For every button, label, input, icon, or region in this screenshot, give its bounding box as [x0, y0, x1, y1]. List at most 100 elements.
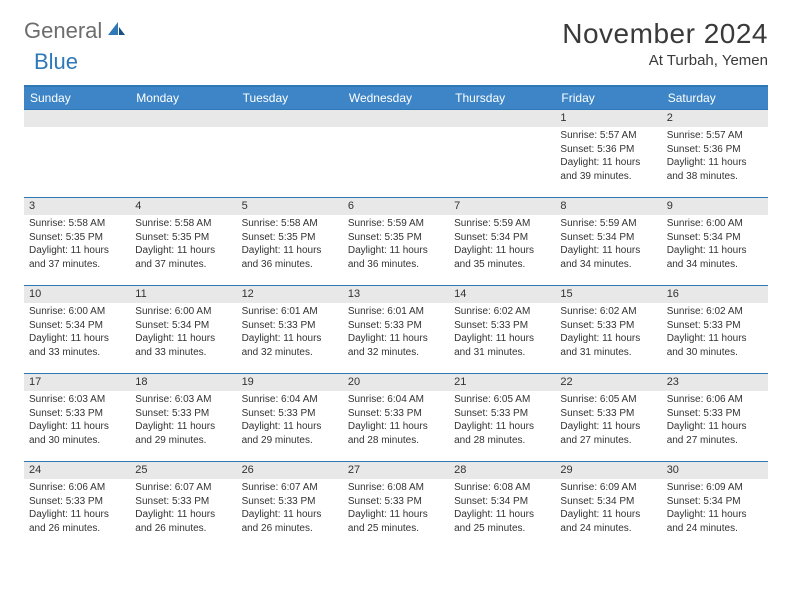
day-number: 23 — [662, 374, 768, 391]
day-details: Sunrise: 6:02 AMSunset: 5:33 PMDaylight:… — [449, 303, 555, 363]
day-details: Sunrise: 6:01 AMSunset: 5:33 PMDaylight:… — [343, 303, 449, 363]
day-details: Sunrise: 6:07 AMSunset: 5:33 PMDaylight:… — [130, 479, 236, 539]
calendar-cell — [449, 110, 555, 198]
calendar-week-row: 24Sunrise: 6:06 AMSunset: 5:33 PMDayligh… — [24, 462, 768, 550]
day-details: Sunrise: 6:08 AMSunset: 5:34 PMDaylight:… — [449, 479, 555, 539]
calendar-cell — [237, 110, 343, 198]
day-details: Sunrise: 6:07 AMSunset: 5:33 PMDaylight:… — [237, 479, 343, 539]
calendar-week-row: 17Sunrise: 6:03 AMSunset: 5:33 PMDayligh… — [24, 374, 768, 462]
day-number: 15 — [555, 286, 661, 303]
calendar-cell: 2Sunrise: 5:57 AMSunset: 5:36 PMDaylight… — [662, 110, 768, 198]
day-number: 17 — [24, 374, 130, 391]
calendar-cell: 9Sunrise: 6:00 AMSunset: 5:34 PMDaylight… — [662, 198, 768, 286]
calendar-table: SundayMondayTuesdayWednesdayThursdayFrid… — [24, 85, 768, 550]
calendar-cell: 26Sunrise: 6:07 AMSunset: 5:33 PMDayligh… — [237, 462, 343, 550]
day-number: 22 — [555, 374, 661, 391]
calendar-cell: 15Sunrise: 6:02 AMSunset: 5:33 PMDayligh… — [555, 286, 661, 374]
day-number: 16 — [662, 286, 768, 303]
day-number: 29 — [555, 462, 661, 479]
calendar-cell: 18Sunrise: 6:03 AMSunset: 5:33 PMDayligh… — [130, 374, 236, 462]
calendar-cell: 27Sunrise: 6:08 AMSunset: 5:33 PMDayligh… — [343, 462, 449, 550]
logo-text-general: General — [24, 18, 102, 44]
calendar-week-row: 3Sunrise: 5:58 AMSunset: 5:35 PMDaylight… — [24, 198, 768, 286]
day-details: Sunrise: 5:59 AMSunset: 5:35 PMDaylight:… — [343, 215, 449, 275]
calendar-cell: 14Sunrise: 6:02 AMSunset: 5:33 PMDayligh… — [449, 286, 555, 374]
calendar-cell: 1Sunrise: 5:57 AMSunset: 5:36 PMDaylight… — [555, 110, 661, 198]
day-details: Sunrise: 6:09 AMSunset: 5:34 PMDaylight:… — [662, 479, 768, 539]
calendar-cell: 23Sunrise: 6:06 AMSunset: 5:33 PMDayligh… — [662, 374, 768, 462]
calendar-cell: 25Sunrise: 6:07 AMSunset: 5:33 PMDayligh… — [130, 462, 236, 550]
calendar-cell: 16Sunrise: 6:02 AMSunset: 5:33 PMDayligh… — [662, 286, 768, 374]
day-number: 13 — [343, 286, 449, 303]
weekday-header: Tuesday — [237, 86, 343, 110]
day-details: Sunrise: 5:58 AMSunset: 5:35 PMDaylight:… — [24, 215, 130, 275]
calendar-week-row: 10Sunrise: 6:00 AMSunset: 5:34 PMDayligh… — [24, 286, 768, 374]
day-details: Sunrise: 6:08 AMSunset: 5:33 PMDaylight:… — [343, 479, 449, 539]
weekday-header: Monday — [130, 86, 236, 110]
logo: General — [24, 18, 128, 44]
day-number: 26 — [237, 462, 343, 479]
month-title: November 2024 — [562, 18, 768, 50]
calendar-cell: 8Sunrise: 5:59 AMSunset: 5:34 PMDaylight… — [555, 198, 661, 286]
day-number — [343, 110, 449, 127]
location: At Turbah, Yemen — [562, 52, 768, 69]
day-details: Sunrise: 6:09 AMSunset: 5:34 PMDaylight:… — [555, 479, 661, 539]
day-number — [449, 110, 555, 127]
weekday-header: Wednesday — [343, 86, 449, 110]
day-number: 12 — [237, 286, 343, 303]
day-details: Sunrise: 6:05 AMSunset: 5:33 PMDaylight:… — [449, 391, 555, 451]
day-number: 10 — [24, 286, 130, 303]
day-number: 24 — [24, 462, 130, 479]
weekday-header: Friday — [555, 86, 661, 110]
day-number: 8 — [555, 198, 661, 215]
day-details: Sunrise: 6:00 AMSunset: 5:34 PMDaylight:… — [130, 303, 236, 363]
calendar-cell: 3Sunrise: 5:58 AMSunset: 5:35 PMDaylight… — [24, 198, 130, 286]
day-details: Sunrise: 5:59 AMSunset: 5:34 PMDaylight:… — [449, 215, 555, 275]
day-number: 21 — [449, 374, 555, 391]
day-details: Sunrise: 5:59 AMSunset: 5:34 PMDaylight:… — [555, 215, 661, 275]
calendar-cell: 28Sunrise: 6:08 AMSunset: 5:34 PMDayligh… — [449, 462, 555, 550]
day-number: 6 — [343, 198, 449, 215]
day-number: 27 — [343, 462, 449, 479]
title-block: November 2024 At Turbah, Yemen — [562, 18, 768, 69]
day-number: 5 — [237, 198, 343, 215]
day-details: Sunrise: 6:06 AMSunset: 5:33 PMDaylight:… — [24, 479, 130, 539]
day-details: Sunrise: 6:06 AMSunset: 5:33 PMDaylight:… — [662, 391, 768, 451]
day-details: Sunrise: 6:00 AMSunset: 5:34 PMDaylight:… — [662, 215, 768, 275]
day-number: 30 — [662, 462, 768, 479]
day-number: 18 — [130, 374, 236, 391]
calendar-cell: 30Sunrise: 6:09 AMSunset: 5:34 PMDayligh… — [662, 462, 768, 550]
day-details: Sunrise: 6:04 AMSunset: 5:33 PMDaylight:… — [237, 391, 343, 451]
calendar-cell: 11Sunrise: 6:00 AMSunset: 5:34 PMDayligh… — [130, 286, 236, 374]
day-number: 20 — [343, 374, 449, 391]
day-details: Sunrise: 6:02 AMSunset: 5:33 PMDaylight:… — [555, 303, 661, 363]
day-details: Sunrise: 5:57 AMSunset: 5:36 PMDaylight:… — [555, 127, 661, 187]
day-details: Sunrise: 6:05 AMSunset: 5:33 PMDaylight:… — [555, 391, 661, 451]
logo-sail-icon — [106, 19, 126, 44]
calendar-cell — [130, 110, 236, 198]
day-details: Sunrise: 6:01 AMSunset: 5:33 PMDaylight:… — [237, 303, 343, 363]
calendar-cell: 21Sunrise: 6:05 AMSunset: 5:33 PMDayligh… — [449, 374, 555, 462]
day-number: 14 — [449, 286, 555, 303]
logo-text-blue: Blue — [34, 49, 78, 74]
calendar-cell: 10Sunrise: 6:00 AMSunset: 5:34 PMDayligh… — [24, 286, 130, 374]
day-number: 7 — [449, 198, 555, 215]
calendar-cell: 24Sunrise: 6:06 AMSunset: 5:33 PMDayligh… — [24, 462, 130, 550]
day-number: 28 — [449, 462, 555, 479]
calendar-cell: 13Sunrise: 6:01 AMSunset: 5:33 PMDayligh… — [343, 286, 449, 374]
calendar-cell — [343, 110, 449, 198]
day-number: 3 — [24, 198, 130, 215]
calendar-cell: 19Sunrise: 6:04 AMSunset: 5:33 PMDayligh… — [237, 374, 343, 462]
day-number: 11 — [130, 286, 236, 303]
weekday-header: Sunday — [24, 86, 130, 110]
calendar-cell: 6Sunrise: 5:59 AMSunset: 5:35 PMDaylight… — [343, 198, 449, 286]
weekday-header: Saturday — [662, 86, 768, 110]
day-number: 4 — [130, 198, 236, 215]
day-details: Sunrise: 5:57 AMSunset: 5:36 PMDaylight:… — [662, 127, 768, 187]
day-details: Sunrise: 6:03 AMSunset: 5:33 PMDaylight:… — [24, 391, 130, 451]
day-number: 25 — [130, 462, 236, 479]
calendar-cell: 7Sunrise: 5:59 AMSunset: 5:34 PMDaylight… — [449, 198, 555, 286]
day-details: Sunrise: 5:58 AMSunset: 5:35 PMDaylight:… — [237, 215, 343, 275]
calendar-cell: 29Sunrise: 6:09 AMSunset: 5:34 PMDayligh… — [555, 462, 661, 550]
calendar-cell: 22Sunrise: 6:05 AMSunset: 5:33 PMDayligh… — [555, 374, 661, 462]
